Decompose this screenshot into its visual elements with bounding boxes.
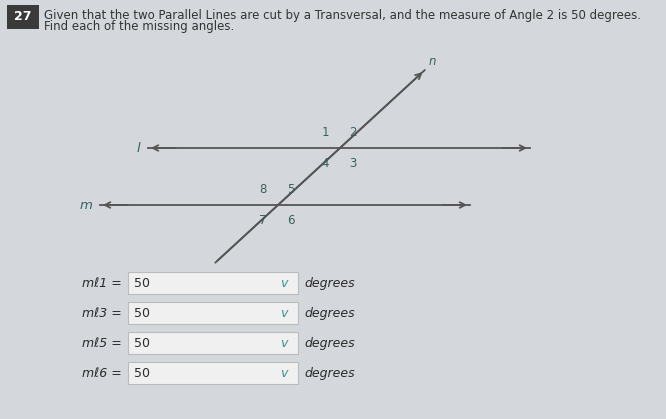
Text: v: v: [280, 307, 288, 320]
Text: m: m: [79, 199, 92, 212]
Text: l: l: [137, 142, 140, 155]
Text: Given that the two Parallel Lines are cut by a Transversal, and the measure of A: Given that the two Parallel Lines are cu…: [44, 9, 641, 22]
Text: Find each of the missing angles.: Find each of the missing angles.: [44, 20, 234, 33]
Text: 50: 50: [134, 307, 150, 320]
Text: 50: 50: [134, 277, 150, 290]
Text: 1: 1: [322, 126, 329, 139]
Text: 50: 50: [134, 367, 150, 380]
Text: 50: 50: [134, 336, 150, 349]
Text: mℓ1 =: mℓ1 =: [82, 277, 122, 290]
Text: degrees: degrees: [304, 336, 354, 349]
Text: n: n: [429, 55, 436, 68]
FancyBboxPatch shape: [7, 5, 39, 29]
Text: degrees: degrees: [304, 367, 354, 380]
Text: 4: 4: [322, 157, 329, 170]
Text: v: v: [280, 367, 288, 380]
Text: mℓ3 =: mℓ3 =: [82, 307, 122, 320]
Text: 7: 7: [260, 214, 267, 227]
Text: 5: 5: [287, 183, 294, 196]
Text: degrees: degrees: [304, 277, 354, 290]
FancyBboxPatch shape: [128, 362, 298, 384]
Text: v: v: [280, 336, 288, 349]
FancyBboxPatch shape: [128, 272, 298, 294]
Text: 3: 3: [349, 157, 356, 170]
Text: 2: 2: [349, 126, 356, 139]
Text: mℓ5 =: mℓ5 =: [82, 336, 122, 349]
Text: v: v: [280, 277, 288, 290]
Text: 6: 6: [287, 214, 294, 227]
FancyBboxPatch shape: [128, 302, 298, 324]
FancyBboxPatch shape: [128, 332, 298, 354]
Text: degrees: degrees: [304, 307, 354, 320]
Text: mℓ6 =: mℓ6 =: [82, 367, 122, 380]
Text: 27: 27: [14, 10, 32, 23]
Text: 8: 8: [260, 183, 267, 196]
